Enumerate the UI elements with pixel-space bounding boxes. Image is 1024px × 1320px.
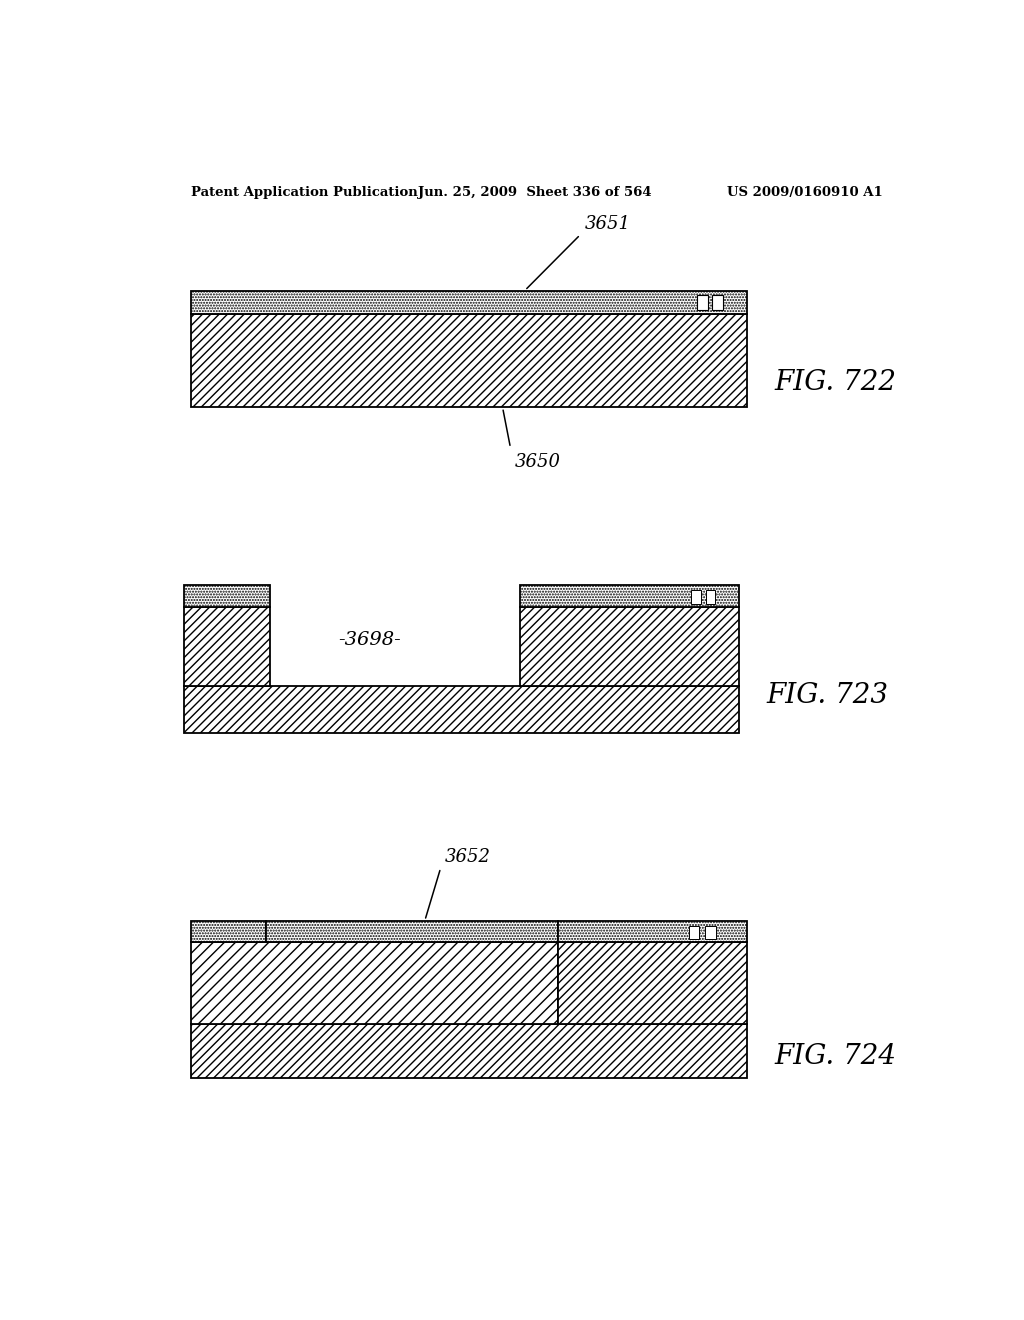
Text: US 2009/0160910 A1: US 2009/0160910 A1: [727, 186, 883, 199]
Bar: [191, 942, 558, 1024]
Bar: [183, 685, 739, 733]
Bar: [183, 607, 269, 685]
Bar: [691, 590, 700, 605]
Text: FIG. 722: FIG. 722: [775, 368, 897, 396]
Bar: [689, 925, 699, 940]
Bar: [558, 921, 748, 942]
Bar: [191, 1024, 748, 1078]
Bar: [191, 921, 266, 942]
Text: Jun. 25, 2009  Sheet 336 of 564: Jun. 25, 2009 Sheet 336 of 564: [418, 186, 651, 199]
Bar: [706, 590, 715, 605]
Text: 3650: 3650: [514, 453, 560, 471]
Text: FIG. 723: FIG. 723: [767, 682, 889, 709]
Bar: [519, 607, 739, 685]
Text: 3651: 3651: [585, 215, 631, 232]
Bar: [713, 296, 723, 310]
Bar: [266, 921, 558, 942]
Bar: [706, 925, 716, 940]
Bar: [558, 942, 748, 1024]
Bar: [697, 296, 709, 310]
Text: 3652: 3652: [444, 847, 490, 866]
Text: FIG. 724: FIG. 724: [775, 1043, 897, 1071]
Text: -3698-: -3698-: [338, 631, 401, 649]
Text: Patent Application Publication: Patent Application Publication: [191, 186, 418, 199]
Bar: [191, 290, 748, 314]
Bar: [519, 585, 739, 607]
Bar: [183, 585, 269, 607]
Bar: [191, 314, 748, 408]
